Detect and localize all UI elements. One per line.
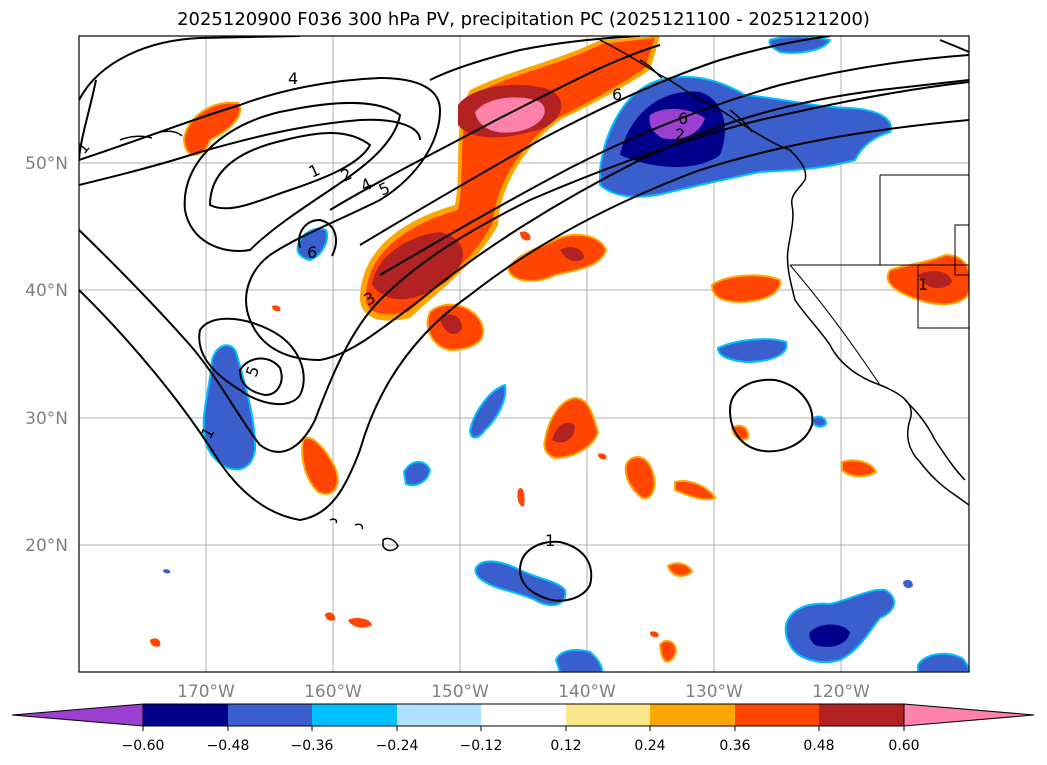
anomaly-negative-blob bbox=[903, 579, 913, 589]
anomaly-negative-blob bbox=[163, 569, 171, 574]
colorbar-tick-label: 0.48 bbox=[803, 738, 834, 754]
anomaly-blob bbox=[150, 638, 161, 647]
political-borders bbox=[789, 174, 969, 386]
colorbar-outline bbox=[142, 703, 905, 727]
anomaly-blob bbox=[520, 231, 531, 241]
anomaly-negative-blob bbox=[716, 338, 788, 364]
lon-label-170w: 170°W bbox=[177, 682, 235, 702]
contour-label: 6 bbox=[678, 109, 688, 128]
anomaly-blob bbox=[325, 612, 336, 621]
colorbar-segment bbox=[819, 704, 904, 726]
anomaly-blob bbox=[624, 456, 656, 500]
anomaly-blob bbox=[841, 459, 878, 478]
anomaly-negative-blob bbox=[468, 383, 507, 439]
anomaly-blob bbox=[517, 487, 525, 507]
anomaly-blob bbox=[710, 274, 782, 304]
colorbar-segment bbox=[481, 704, 566, 726]
contour-label: 1 bbox=[918, 275, 928, 294]
longitude-labels: 170°W 160°W 150°W 140°W 130°W 120°W bbox=[177, 682, 870, 702]
colorbar-extend-max bbox=[903, 703, 1035, 727]
anomaly-blob bbox=[598, 453, 607, 460]
colorbar-extend-min bbox=[11, 703, 144, 727]
colorbar-tick-label: 0.12 bbox=[550, 738, 581, 754]
anomaly-blob bbox=[730, 424, 750, 441]
colorbar-segment bbox=[143, 704, 228, 726]
contour-label: 2 bbox=[675, 125, 685, 144]
colorbar-tick-label: 0.24 bbox=[634, 738, 665, 754]
contour-label: 6 bbox=[307, 243, 317, 262]
lon-label-120w: 120°W bbox=[812, 682, 870, 702]
anomaly-blob bbox=[301, 437, 339, 495]
colorbar-segment bbox=[735, 704, 819, 726]
lat-label-20: 20°N bbox=[25, 536, 68, 556]
anomaly-blob bbox=[650, 631, 659, 638]
map-title: 2025120900 F036 300 hPa PV, precipitatio… bbox=[177, 9, 870, 30]
colorbar-tick-label: 0.60 bbox=[888, 738, 919, 754]
lon-label-130w: 130°W bbox=[685, 682, 743, 702]
colorbar-tick-label: −0.48 bbox=[207, 738, 250, 754]
lat-label-40: 40°N bbox=[25, 281, 68, 301]
lat-label-30: 30°N bbox=[25, 409, 68, 429]
colorbar: −0.60 −0.48 −0.36 −0.24 −0.12 0.12 0.24 … bbox=[11, 703, 1035, 754]
contour-label: 6 bbox=[612, 85, 622, 104]
lon-label-150w: 150°W bbox=[431, 682, 489, 702]
pv-contours bbox=[79, 36, 969, 602]
lon-label-140w: 140°W bbox=[558, 682, 616, 702]
colorbar-tick-label: −0.12 bbox=[460, 738, 503, 754]
colorbar-segment bbox=[650, 704, 735, 726]
colorbar-segment bbox=[397, 704, 481, 726]
map-frame bbox=[78, 35, 970, 673]
colorbar-tick-label: −0.60 bbox=[122, 738, 165, 754]
anomaly-blob bbox=[272, 305, 281, 312]
anomaly-negative-blob bbox=[474, 560, 567, 607]
colorbar-tick-label: −0.36 bbox=[291, 738, 334, 754]
anomaly-blob bbox=[348, 617, 372, 628]
anomaly-blob bbox=[658, 639, 678, 663]
anomaly-negative-blob bbox=[810, 415, 828, 428]
colorbar-tick-label: 0.36 bbox=[719, 738, 750, 754]
latitude-labels: 50°N 40°N 30°N 20°N bbox=[25, 154, 68, 556]
lat-label-50: 50°N bbox=[25, 154, 68, 174]
colorbar-segment bbox=[228, 704, 312, 726]
contour-label: 4 bbox=[288, 69, 298, 88]
anomaly-negative-blob bbox=[202, 344, 257, 471]
colorbar-tick-label: −0.24 bbox=[376, 738, 419, 754]
anomaly-blob bbox=[674, 480, 717, 501]
contour-label: 1 bbox=[545, 531, 555, 550]
lon-label-160w: 160°W bbox=[304, 682, 362, 702]
anomaly-blob bbox=[666, 562, 694, 577]
colorbar-segment bbox=[566, 704, 650, 726]
colorbar-segment bbox=[312, 704, 397, 726]
anomaly-negative-blob bbox=[402, 461, 432, 487]
